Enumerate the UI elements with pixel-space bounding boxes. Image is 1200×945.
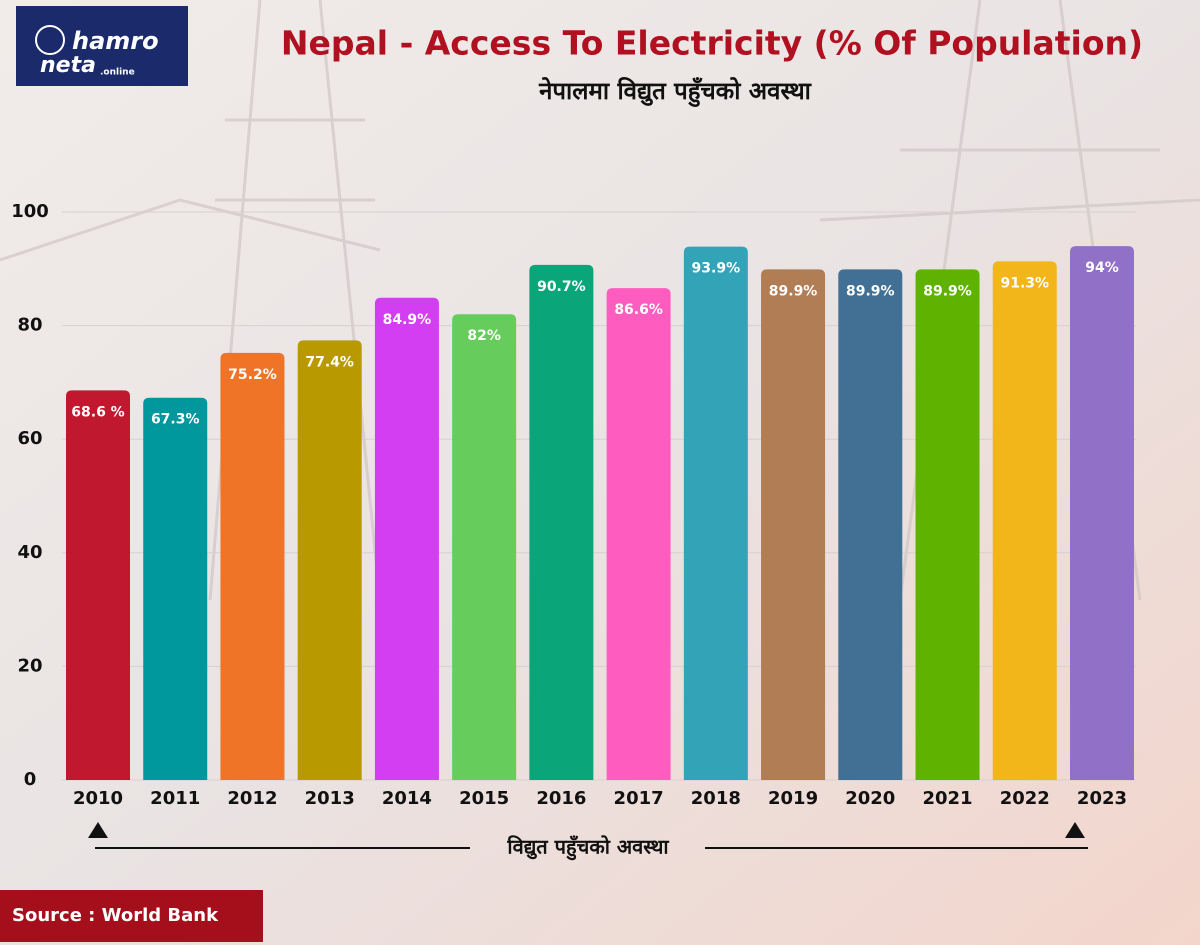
value-label: 89.9% bbox=[923, 283, 972, 299]
bar bbox=[683, 246, 748, 780]
x-tick-label: 2012 bbox=[227, 788, 277, 809]
bar bbox=[297, 340, 362, 780]
y-tick-label: 20 bbox=[17, 655, 42, 676]
x-tick-label: 2023 bbox=[1077, 788, 1127, 809]
bar bbox=[1069, 246, 1134, 780]
annotation-arrow bbox=[88, 822, 108, 838]
value-label: 67.3% bbox=[151, 412, 200, 428]
x-tick-label: 2014 bbox=[382, 788, 432, 809]
bar bbox=[220, 352, 285, 780]
y-tick-label: 0 bbox=[24, 769, 37, 790]
x-tick-label: 2018 bbox=[691, 788, 741, 809]
value-label: 84.9% bbox=[383, 312, 432, 328]
bar bbox=[606, 288, 671, 780]
logo-box bbox=[16, 6, 188, 86]
logo-globe bbox=[35, 25, 65, 55]
logo-text: neta bbox=[40, 53, 96, 78]
value-label: 75.2% bbox=[228, 367, 277, 383]
value-label: 93.9% bbox=[692, 261, 741, 277]
value-label: 86.6% bbox=[614, 302, 663, 318]
logo-suffix: .online bbox=[100, 68, 135, 78]
value-label: 77.4% bbox=[305, 354, 354, 370]
y-tick-label: 80 bbox=[17, 315, 42, 336]
bar bbox=[143, 397, 208, 780]
x-tick-label: 2020 bbox=[845, 788, 895, 809]
bar bbox=[374, 297, 439, 780]
bar bbox=[66, 390, 130, 780]
x-tick-label: 2022 bbox=[1000, 788, 1050, 809]
x-tick-label: 2017 bbox=[614, 788, 664, 809]
bar bbox=[915, 269, 980, 780]
x-tick-label: 2015 bbox=[459, 788, 509, 809]
annotation-arrow bbox=[1065, 822, 1085, 838]
x-tick-label: 2010 bbox=[73, 788, 123, 809]
x-tick-label: 2021 bbox=[922, 788, 972, 809]
chart-subtitle: नेपालमा विद्युत पहुँचको अवस्था bbox=[538, 77, 812, 108]
x-tick-label: 2019 bbox=[768, 788, 818, 809]
value-label: 89.9% bbox=[769, 283, 818, 299]
source: Source : World Bank bbox=[12, 905, 219, 926]
value-label: 91.3% bbox=[1000, 275, 1049, 291]
y-tick-label: 60 bbox=[17, 428, 42, 449]
source-box bbox=[0, 890, 263, 942]
bar bbox=[838, 269, 903, 780]
value-label: 68.6 % bbox=[71, 404, 124, 420]
bar bbox=[761, 269, 826, 780]
bar bbox=[452, 314, 517, 780]
x-tick-label: 2011 bbox=[150, 788, 200, 809]
bar bbox=[992, 261, 1057, 780]
y-tick-label: 100 bbox=[11, 201, 49, 222]
x-tick-label: 2016 bbox=[536, 788, 586, 809]
y-tick-label: 40 bbox=[17, 542, 42, 563]
logo-text: hamro bbox=[72, 27, 159, 55]
annotation: विद्युत पहुँचको अवस्था bbox=[506, 835, 669, 861]
x-tick-label: 2013 bbox=[305, 788, 355, 809]
value-label: 89.9% bbox=[846, 283, 895, 299]
value-label: 94% bbox=[1085, 260, 1119, 276]
value-label: 82% bbox=[467, 328, 501, 344]
value-label: 90.7% bbox=[537, 279, 586, 295]
bar bbox=[529, 264, 594, 781]
chart-title: Nepal - Access To Electricity (% Of Popu… bbox=[281, 24, 1143, 63]
